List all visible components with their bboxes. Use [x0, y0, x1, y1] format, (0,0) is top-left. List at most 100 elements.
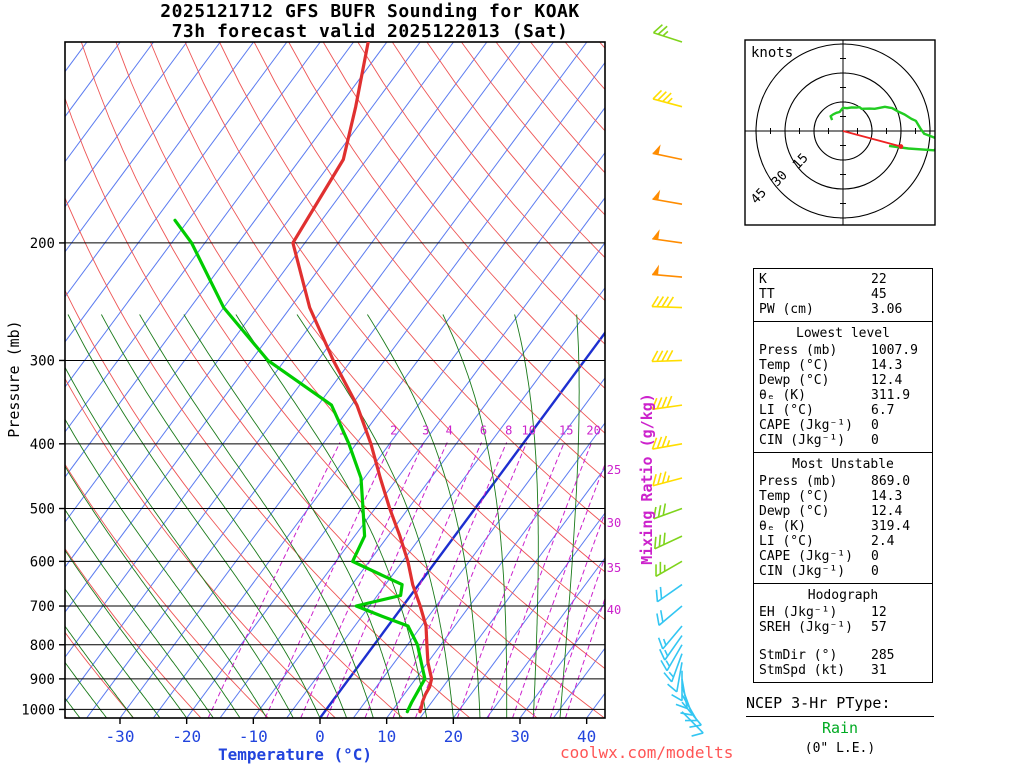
stats-section: Hodograph EH (Jkg⁻¹) 12 SREH (Jkg⁻¹) 57 StmDi… — [754, 583, 932, 682]
stats-row-label: Temp (°C) — [759, 489, 830, 504]
stats-row-value: 31 — [871, 663, 887, 678]
mixing-ratio-value-label: 6 — [480, 423, 487, 437]
hodograph-units-label: knots — [751, 45, 794, 61]
stats-section-header: Most Unstable — [792, 457, 894, 472]
stats-row: CAPE (Jkg⁻¹) 0 — [759, 418, 927, 433]
wind-barb — [652, 471, 683, 487]
wind-barb — [660, 644, 683, 672]
stats-row-label: LI (°C) — [759, 403, 814, 418]
wind-barb — [656, 605, 683, 626]
wind-barb — [653, 503, 683, 520]
pressure-tick-label: 900 — [30, 672, 55, 688]
stats-row-value: 319.4 — [871, 519, 911, 534]
stats-row-label: CIN (Jkg⁻¹) — [759, 564, 846, 579]
stats-row-label: Dewp (°C) — [759, 504, 830, 519]
mixing-ratio-lines — [207, 442, 605, 718]
temperature-tick-label: 0 — [315, 727, 325, 746]
pressure-axis-label: Pressure (mb) — [5, 320, 23, 438]
wind-barb — [652, 89, 683, 108]
mixing-ratio-axis-label: Mixing Ratio (g/kg) — [638, 393, 656, 565]
stats-row-label: Temp (°C) — [759, 358, 830, 373]
wind-barb — [651, 395, 683, 411]
mixing-ratio-value-label: 35 — [607, 561, 621, 575]
wind-barb — [667, 662, 683, 693]
pressure-tick-label: 200 — [30, 236, 55, 252]
mixing-ratio-value-label: 40 — [607, 603, 621, 617]
temperature-ticks: -30 -20 -10 0 10 20 30 40 — [106, 718, 596, 746]
stats-panel: K 22 TT 45 PW (cm) 3.06 Lowest level Press (mb)… — [753, 268, 933, 683]
stats-row: Dewp (°C) 12.4 — [759, 504, 927, 519]
wind-barb — [657, 625, 683, 650]
hodograph-trace — [829, 105, 935, 152]
storm-motion-vector — [842, 130, 902, 148]
stats-row: K 22 — [759, 272, 927, 287]
stats-row: TT 45 — [759, 287, 927, 302]
wind-barb — [671, 670, 683, 702]
ptype-title: NCEP 3-Hr PType: — [746, 694, 934, 717]
mixing-ratio-value-label: 8 — [505, 423, 512, 437]
pressure-tick-label: 400 — [30, 437, 55, 453]
stats-row: Temp (°C) 14.3 — [759, 358, 927, 373]
stats-row-value: 45 — [871, 287, 887, 302]
stats-row-label: LI (°C) — [759, 534, 814, 549]
stats-row-label: θₑ (K) — [759, 388, 806, 403]
wind-barb — [652, 189, 683, 205]
stats-row: CIN (Jkg⁻¹) 0 — [759, 433, 927, 448]
stats-row-value: 311.9 — [871, 388, 911, 403]
sounding-profiles — [173, 42, 434, 714]
stats-row-label: EH (Jkg⁻¹) — [759, 605, 838, 620]
pressure-tick-label: 800 — [30, 638, 55, 654]
stats-section-header: Hodograph — [807, 588, 879, 603]
stats-row-value: 2.4 — [871, 534, 895, 549]
isotherm-lines — [65, 42, 605, 718]
stats-row-value: 57 — [871, 620, 887, 635]
stats-row: LI (°C) 6.7 — [759, 403, 927, 418]
dry-adiabat-lines — [65, 42, 605, 718]
stats-section: K 22 TT 45 PW (cm) 3.06 — [754, 269, 932, 321]
stats-row-value: 3.06 — [871, 302, 903, 317]
stats-row-label: TT — [759, 287, 775, 302]
stats-spacer — [759, 635, 927, 648]
isobar-lines: 200 300 400 500 600 700 800 900 1000 — [21, 236, 605, 718]
stats-row-value: 0 — [871, 564, 879, 579]
temperature-tick-label: 40 — [577, 727, 596, 746]
wind-barb — [652, 229, 683, 244]
dewpoint-curve — [173, 218, 427, 714]
watermark: coolwx.com/modelts — [560, 743, 734, 762]
pressure-tick-label: 300 — [30, 353, 55, 369]
temperature-tick-label: -10 — [239, 727, 268, 746]
stats-row: SREH (Jkg⁻¹) 57 — [759, 620, 927, 635]
stats-row-label: Press (mb) — [759, 343, 838, 358]
chart-subtitle: 73h forecast valid 2025122013 (Sat) — [171, 21, 569, 42]
stats-row-label: Dewp (°C) — [759, 373, 830, 388]
stats-row: θₑ (K) 319.4 — [759, 519, 927, 534]
temperature-tick-label: 10 — [377, 727, 396, 746]
stats-row: EH (Jkg⁻¹) 12 — [759, 605, 927, 620]
pressure-tick-label: 600 — [30, 554, 55, 570]
wind-barb — [681, 711, 704, 737]
stats-row: StmDir (°) 285 — [759, 648, 927, 663]
stats-row: CIN (Jkg⁻¹) 0 — [759, 564, 927, 579]
stats-row-value: 1007.9 — [871, 343, 918, 358]
wind-barb — [652, 264, 683, 278]
stats-row-value: 12.4 — [871, 373, 903, 388]
mixing-ratio-value-label: 2 — [390, 423, 397, 437]
stats-row: PW (cm) 3.06 — [759, 302, 927, 317]
pressure-tick-label: 700 — [30, 599, 55, 615]
mixing-ratio-value-label: 4 — [446, 423, 453, 437]
mixing-ratio-value-label: 30 — [607, 516, 621, 530]
stats-section: Most Unstable Press (mb) 869.0 Temp (°C) 14.… — [754, 452, 932, 583]
stats-row-label: CAPE (Jkg⁻¹) — [759, 418, 853, 433]
stats-row-value: 0 — [871, 549, 879, 564]
stats-row-label: CIN (Jkg⁻¹) — [759, 433, 846, 448]
mixing-ratio-value-label: 25 — [607, 463, 621, 477]
pressure-tick-label: 500 — [30, 502, 55, 518]
mixing-ratio-value-label: 10 — [521, 423, 535, 437]
stats-row: Press (mb) 1007.9 — [759, 343, 927, 358]
wind-barb — [654, 532, 683, 550]
stats-row: Press (mb) 869.0 — [759, 474, 927, 489]
pressure-tick-label: 1000 — [21, 702, 55, 718]
stats-row-value: 14.3 — [871, 489, 903, 504]
